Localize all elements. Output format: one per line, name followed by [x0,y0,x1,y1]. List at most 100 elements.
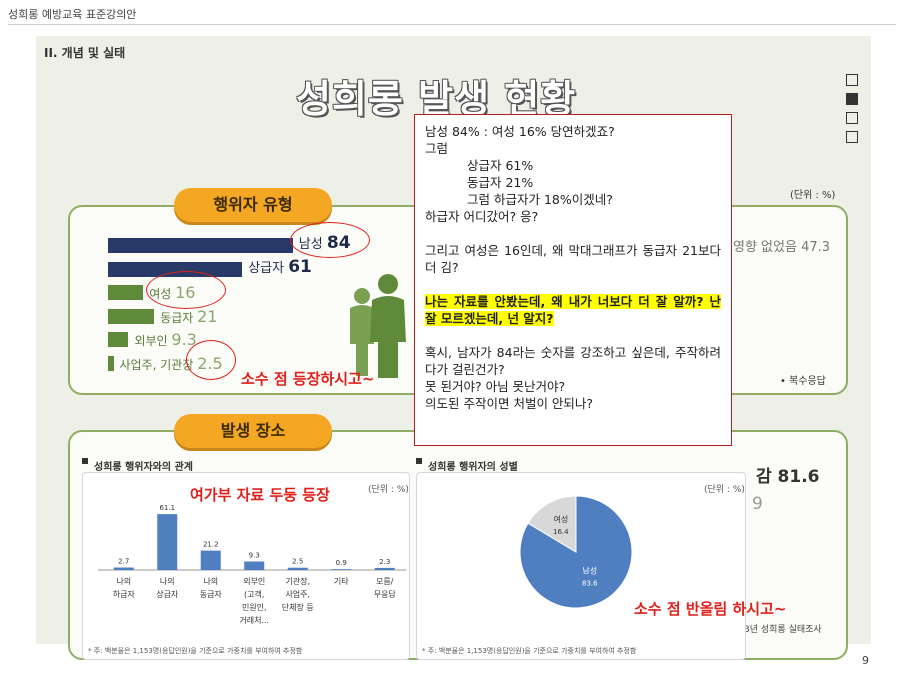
relationship-category-label: 기관장, [285,576,310,586]
perpetrator-bar-label: 동급자 [160,310,198,325]
relationship-footnote: * 주: 백분율은 1,153명(응답인원)을 기준으로 가중치를 부여하여 추… [88,647,303,655]
popup-line: 남성 84% : 여성 16% 당연하겠죠? [425,124,615,139]
popup-line: 그럼 [425,141,449,156]
perpetrator-bar [108,238,293,253]
popup-line: 의도된 주작이면 처벌이 안되나? [425,396,594,411]
slide-nav-box[interactable] [846,131,858,143]
gender-pie-chart: 남성 83.6 여성 16.4 [519,495,633,609]
relationship-category-label: 사업주, [285,590,310,599]
slide-nav-box[interactable] [846,74,858,86]
perpetrator-bar [108,332,129,347]
popup-line: 그럼 하급자가 18%이겠네? [467,192,613,207]
slide-nav-box[interactable] [846,93,858,105]
ministry-data-remark: 여가부 자료 두둥 등장 [190,486,330,504]
highlight-oval-male [290,222,370,258]
slide-nav-box[interactable] [846,112,858,124]
gender-pie-slice [519,495,633,609]
highlight-oval-female [146,271,226,309]
relationship-category-label: 민원인, [242,602,267,612]
perpetrator-bar-value: 61 [288,256,312,277]
place-partial-value: 감 81.6 [756,467,820,487]
place-pill: 발생 장소 [174,414,332,448]
relationship-bar [331,569,352,570]
gender-chart-unit: (단위 : %) [704,485,745,495]
perpetrator-bar [108,308,155,324]
perpetrator-bar [108,261,243,277]
relationship-category-label: 상급자 [156,589,179,599]
gender-pie-slice [527,495,577,553]
popup-highlight: 나는 자료를 안봤는데, 왜 내가 너보다 더 잘 알까? 난 잘 모르겠는데,… [425,294,721,326]
gender-chart-title: 성희롱 행위자의 성별 [428,462,518,473]
multiple-response-note: • 복수응답 [780,376,826,387]
relationship-chart-unit: (단위 : %) [368,485,409,495]
perpetrator-bar-text: 동급자 21 [160,307,217,326]
section-label: II. 개념 및 실태 [44,46,126,60]
relationship-category-label: 하급자 [113,589,136,599]
gender-slice-label: 남성 [582,566,597,575]
relationship-bar [374,567,395,570]
popup-line: 그리고 여성은 16인데, 왜 막대그래프가 동급자 21보다 더 김? [425,243,721,275]
perpetrator-pill-label: 행위자 유형 [213,195,293,214]
relationship-category-label: (고객, [244,589,264,599]
relationship-category-label: 동급자 [200,590,223,599]
popup-line: 나는 자료를 안봤는데, 왜 내가 너보다 더 잘 알까? 난 잘 모르겠는데,… [425,293,721,327]
gender-footnote: * 주: 백분율은 1,153명(응답인원)을 기준으로 가중치를 부여하여 추… [422,647,637,655]
perpetrator-pill: 행위자 유형 [174,188,332,222]
popup-spacer [425,225,721,242]
card-bullet-icon [82,458,88,464]
popup-spacer [425,276,721,293]
gender-slice-value: 16.4 [553,528,569,536]
relationship-bar-value: 21.2 [203,541,219,549]
popup-spacer [425,327,721,344]
card-bullet-icon [416,458,422,464]
place-partial-digit: 9 [752,494,763,514]
page-number: 9 [862,654,869,667]
slide-title: 성희롱 발생 현황 [296,77,577,121]
rounding-remark: 소수 점 반올림 하시고~ [634,600,787,618]
highlight-oval-employer [186,340,236,380]
document-header: 성희롱 예방교육 표준강의안 [8,8,137,21]
relationship-bar-value: 0.9 [336,559,347,567]
perpetrator-bar [108,355,114,371]
relationship-bar [200,550,221,570]
relationship-category-label: 무응답 [374,589,397,599]
popup-line: 동급자 21% [467,175,534,190]
gender-slice-value: 83.6 [582,579,598,587]
people-icon [350,274,406,378]
relationship-bar [244,561,265,570]
relationship-bar-value: 61.1 [159,504,175,512]
perpetrator-bar-value: 21 [197,306,218,326]
relationship-bar [113,567,134,570]
relationship-category-label: 단체장 등 [282,602,314,612]
popup-line: 혹시, 남자가 84라는 숫자를 강조하고 싶은데, 주작하려다가 걸린건가? [425,345,721,377]
perpetrator-bar [108,285,144,300]
influence-partial-label: 영향 없었음 47.3 [733,240,831,255]
popup-line: 못 된거야? 아님 못난거야? [425,379,566,394]
popup-line: 상급자 61% [467,158,534,173]
relationship-category-label: 기타 [334,577,349,586]
perpetrator-bar-value: 9.3 [171,330,197,349]
perpetrator-unit: (단위 : %) [790,190,836,201]
perpetrator-bar-text: 외부인 9.3 [134,330,196,349]
header-divider [8,24,896,25]
relationship-category-label: 외부인 [243,576,265,586]
relationship-chart-title: 성희롱 행위자와의 관계 [94,462,193,473]
decimal-remark: 소수 점 등장하시고~ [241,370,375,388]
perpetrator-bar-text: 상급자 61 [248,257,312,277]
relationship-bar-value: 2.3 [379,558,390,566]
gender-slice-label: 여성 [553,514,568,524]
relationship-category-label: 나의 [116,576,131,586]
survey-caption: 3년 성희롱 실태조사 [744,625,822,635]
relationship-bar-value: 2.5 [292,558,303,566]
relationship-bar [287,567,308,570]
relationship-bar-value: 9.3 [249,551,260,559]
relationship-category-label: 거래처... [239,616,269,625]
relationship-category-label: 모름/ [376,577,394,586]
relationship-category-label: 나의 [203,576,218,586]
relationship-bar-value: 2.7 [118,558,129,566]
popup-line: 하급자 어디갔어? 응? [425,209,539,224]
relationship-category-label: 나의 [160,576,175,586]
perpetrator-bar-label: 외부인 [134,334,172,348]
